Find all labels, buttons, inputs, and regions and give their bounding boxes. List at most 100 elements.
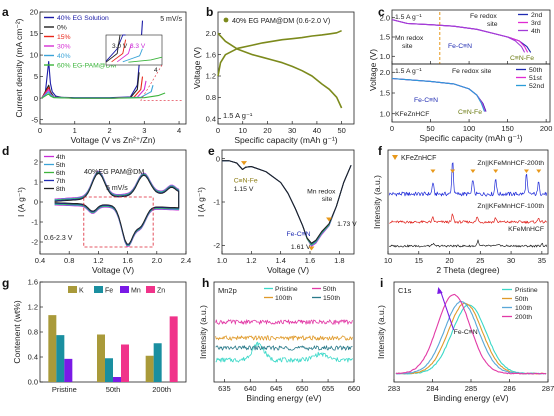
panel-b-ytick-label: 2.0: [206, 29, 216, 38]
panel-a-inset-line: [116, 44, 132, 63]
panel-c-ylabel: Voltage (V): [368, 49, 378, 91]
panel-b-annotation: 1.5 A g⁻¹: [223, 111, 253, 120]
panel-d-ylabel: I (A g⁻¹): [16, 187, 26, 217]
panel-h-series-line: [215, 319, 353, 325]
panel-f-series-label: Zn||KFeMnHCF-100th: [477, 203, 544, 210]
panel-e-xlabel: Voltage (V): [267, 265, 309, 275]
panel-g-ytick-label: 0.8: [28, 328, 38, 337]
panel-a-inset-line: [105, 34, 121, 63]
panel-e-frame: [221, 149, 355, 255]
panel-b-frame: [217, 11, 355, 125]
panel-a-legend-entry: 40% EG Solution: [57, 15, 109, 22]
panel-b-xlabel: Specific capacity (mAh g⁻¹): [234, 135, 337, 145]
panel-e-peak-marker: [241, 161, 247, 166]
panel-a-inset-label: 3.3 V: [130, 43, 146, 50]
panel-c-xtick-label: 100: [463, 124, 476, 133]
panel-g-legend-swatch: [120, 286, 129, 293]
panel-a-inset-line: [122, 48, 143, 63]
panel-f-series-line: [388, 162, 548, 197]
panel-f-legend-marker: [392, 155, 398, 160]
panel-d-ytick-label: 1: [34, 178, 38, 187]
panel-g-category-label: 200th: [152, 385, 171, 394]
panel-d-xtick-label: 1.2: [93, 256, 103, 265]
panel-d-annotation: 0.6-2.3 V: [44, 235, 73, 242]
panel-i-series-line: [395, 300, 547, 375]
panel-i-panel-label: i: [380, 276, 383, 290]
panel-g-legend-entry: Mn: [131, 288, 141, 295]
panel-g-bar: [145, 355, 154, 382]
panel-e-panel-label: e: [208, 144, 215, 158]
panel-i-xtick-label: 283: [388, 384, 401, 393]
panel-d-series-line: [54, 171, 180, 247]
panel-a-legend-entry: 60% EG-PAM@DM: [57, 63, 117, 70]
panel-g-ytick-label: 0.0: [28, 378, 38, 387]
panel-b-xtick-label: 20: [263, 126, 271, 135]
panel-e-annotation: Fe-C≡N: [287, 231, 311, 238]
panel-c-top-ytick-label: 2.0: [380, 13, 390, 22]
panel-f-series-label: KFeMnHCF: [508, 226, 544, 233]
panel-a-xtick-label: 2: [107, 126, 111, 135]
panel-b-ytick-label: 0.4: [206, 114, 216, 123]
panel-c-bottom-label: C≡N-Fe: [458, 109, 482, 116]
panel-i-xlabel: Binding energy (eV): [433, 393, 508, 403]
panel-i-xtick-label: 284: [426, 384, 439, 393]
panel-f-panel-label: f: [378, 144, 383, 158]
panel-c-bottom-series-line: [391, 77, 486, 112]
panel-e-xtick-label: 1.0: [217, 256, 227, 265]
panel-c-top-rate: 1.5 A g⁻¹: [395, 14, 422, 21]
panel-f-xtick-label: 20: [445, 256, 453, 265]
panel-f-xtick-label: 35: [538, 256, 546, 265]
panel-g-ytick-label: 1.2: [28, 303, 38, 312]
panel-g-legend-swatch: [146, 286, 155, 293]
panel-f-xtick-label: 10: [384, 256, 392, 265]
panel-h-xtick-label: 635: [218, 384, 231, 393]
panel-h-xtick-label: 650: [296, 384, 309, 393]
panel-i-legend-entry: 200th: [515, 314, 532, 321]
panel-d-series-line: [54, 173, 180, 245]
panel-i-annotation: Fe-C≡N: [454, 329, 478, 336]
panel-d-xtick-label: 0.4: [35, 256, 45, 265]
panel-h-legend-entry: Pristine: [275, 286, 298, 293]
panel-g-bar: [64, 358, 73, 382]
panel-h-legend-entry: 150th: [323, 295, 340, 302]
panel-c-top-label-2: site: [487, 21, 498, 28]
panel-f-peak-marker: [450, 169, 456, 173]
panel-c-bottom-ytick-label: 2.0: [380, 68, 390, 77]
panel-g-bar: [169, 316, 178, 382]
panel-d-ytick-label: -1: [31, 218, 38, 227]
panel-g-legend-swatch: [94, 286, 103, 293]
panel-e-series-line: [222, 160, 352, 244]
panel-a-ytick-label: 20: [30, 8, 38, 17]
panel-c-top-legend-entry: 3rd: [531, 20, 541, 27]
panel-c-xtick-label: 50: [426, 124, 434, 133]
panel-f-peak-marker: [493, 169, 499, 173]
panel-e-ytick-label: 0: [216, 154, 220, 163]
panel-d-legend-entry: 5th: [56, 162, 66, 169]
panel-i-legend-entry: 50th: [515, 296, 528, 303]
panel-g-bar: [113, 377, 121, 382]
panel-c-panel-label: c: [378, 5, 385, 19]
panel-h: h 635 640 645 650 655 660 Binding energy (eV) In…: [198, 276, 360, 403]
panel-i-xtick-label: 287: [542, 384, 554, 393]
panel-a-ylabel: Current density (mA cm⁻²): [14, 18, 24, 117]
panel-f-xtick-label: 25: [476, 256, 484, 265]
panel-f-xtick-label: 15: [415, 256, 423, 265]
panel-g-legend-entry: K: [79, 288, 84, 295]
panel-i-legend-entry: 100th: [515, 305, 532, 312]
panel-a-series-line: [41, 92, 166, 99]
panel-f-ylabel: Intensity (a.u.): [372, 175, 382, 229]
panel-c-top-label-2: site: [402, 43, 413, 50]
panel-a-xtick-label: 1: [73, 126, 77, 135]
panel-a-legend-entry: 40%: [57, 53, 71, 60]
panel-i-xtick-label: 285: [465, 384, 478, 393]
panel-f-peak-marker: [470, 169, 476, 173]
panel-e-annotation: Mn redox: [307, 188, 336, 195]
panel-d-ytick-label: -2: [31, 238, 38, 247]
panel-e-xtick-label: 1.6: [305, 256, 315, 265]
panel-e-annotation: C≡N-Fe: [234, 178, 258, 185]
panel-a-xtick-label: 4: [177, 126, 181, 135]
panel-a-inset-line: [111, 39, 127, 63]
panel-g-category-label: 50th: [106, 385, 121, 394]
panel-c-bottom-series-line: [391, 77, 486, 112]
panel-a-panel-label: a: [2, 5, 9, 19]
